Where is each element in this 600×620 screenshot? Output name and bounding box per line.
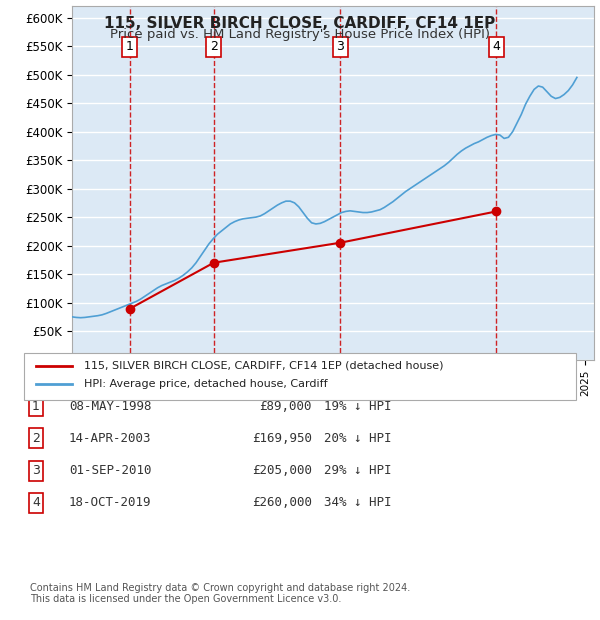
Text: 2: 2 <box>32 432 40 445</box>
Text: HPI: Average price, detached house, Cardiff: HPI: Average price, detached house, Card… <box>84 379 328 389</box>
Text: £205,000: £205,000 <box>252 464 312 477</box>
Text: 1: 1 <box>32 400 40 412</box>
Text: 3: 3 <box>32 464 40 477</box>
Text: 1: 1 <box>125 40 133 53</box>
Text: 4: 4 <box>32 497 40 509</box>
Text: Contains HM Land Registry data © Crown copyright and database right 2024.
This d: Contains HM Land Registry data © Crown c… <box>30 583 410 604</box>
Text: 19% ↓ HPI: 19% ↓ HPI <box>324 400 392 412</box>
Text: 115, SILVER BIRCH CLOSE, CARDIFF, CF14 1EP: 115, SILVER BIRCH CLOSE, CARDIFF, CF14 1… <box>104 16 496 30</box>
Text: 01-SEP-2010: 01-SEP-2010 <box>69 464 151 477</box>
Text: HPI: Average price, detached house, Cardiff: HPI: Average price, detached house, Card… <box>84 379 328 389</box>
Text: 115, SILVER BIRCH CLOSE, CARDIFF, CF14 1EP (detached house): 115, SILVER BIRCH CLOSE, CARDIFF, CF14 1… <box>84 361 443 371</box>
Text: 18-OCT-2019: 18-OCT-2019 <box>69 497 151 509</box>
Text: £260,000: £260,000 <box>252 497 312 509</box>
Text: 14-APR-2003: 14-APR-2003 <box>69 432 151 445</box>
Text: £89,000: £89,000 <box>260 400 312 412</box>
Text: 20% ↓ HPI: 20% ↓ HPI <box>324 432 392 445</box>
Text: 4: 4 <box>493 40 500 53</box>
Text: 29% ↓ HPI: 29% ↓ HPI <box>324 464 392 477</box>
Text: 2: 2 <box>210 40 218 53</box>
Text: £169,950: £169,950 <box>252 432 312 445</box>
Text: 34% ↓ HPI: 34% ↓ HPI <box>324 497 392 509</box>
Text: 08-MAY-1998: 08-MAY-1998 <box>69 400 151 412</box>
Text: 115, SILVER BIRCH CLOSE, CARDIFF, CF14 1EP (detached house): 115, SILVER BIRCH CLOSE, CARDIFF, CF14 1… <box>84 361 443 371</box>
Text: Price paid vs. HM Land Registry's House Price Index (HPI): Price paid vs. HM Land Registry's House … <box>110 28 490 41</box>
Text: 3: 3 <box>336 40 344 53</box>
